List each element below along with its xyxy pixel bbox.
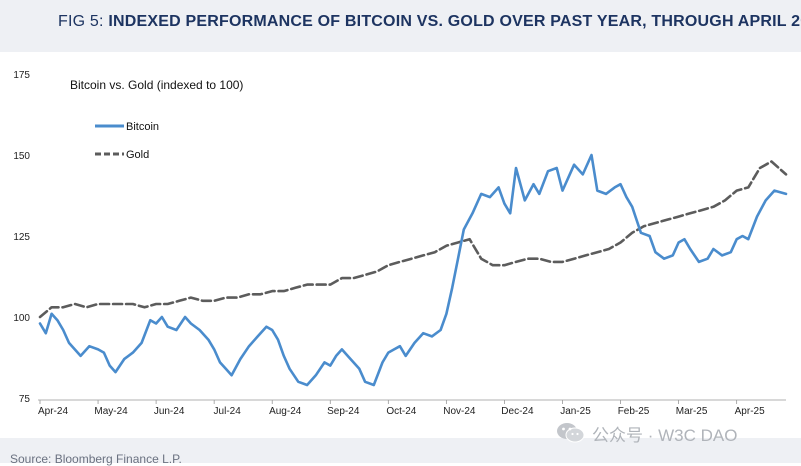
y-tick-label: 175	[13, 70, 30, 81]
x-tick-label: Oct-24	[386, 406, 416, 417]
footer-band	[0, 438, 801, 463]
header-band	[0, 0, 801, 52]
series-line-gold	[38, 160, 788, 319]
x-axis: Apr-24 May-24 Jun-24 Jul-24 Aug-24 Sep-24 Oct-…	[38, 400, 765, 417]
x-tick-label: Apr-25	[735, 406, 765, 417]
x-tick-label: Jan-25	[560, 406, 591, 417]
figure-number: FIG 5:	[58, 13, 104, 30]
x-tick-label: Feb-25	[618, 406, 650, 417]
figure-title-text: INDEXED PERFORMANCE OF BITCOIN VS. GOLD …	[108, 13, 801, 30]
x-tick-label: Aug-24	[269, 406, 302, 417]
watermark-text: 公众号 · W3C DAO	[592, 425, 738, 445]
y-tick-label: 100	[13, 313, 30, 324]
x-tick-label: Mar-25	[676, 406, 708, 417]
x-tick-label: Nov-24	[443, 406, 476, 417]
legend-label-bitcoin: Bitcoin	[126, 121, 159, 133]
series-layer	[38, 153, 788, 387]
series-line-bitcoin	[38, 153, 788, 387]
x-tick-label: Jul-24	[214, 406, 242, 417]
x-tick-label: May-24	[94, 406, 128, 417]
x-tick-label: Sep-24	[327, 406, 360, 417]
y-tick-label: 150	[13, 151, 30, 162]
source-note: Source: Bloomberg Finance L.P.	[10, 452, 182, 466]
chart-title: Bitcoin vs. Gold (indexed to 100)	[70, 78, 243, 92]
x-tick-label: Jun-24	[154, 406, 185, 417]
figure-title: FIG 5: INDEXED PERFORMANCE OF BITCOIN VS…	[58, 13, 801, 31]
y-axis: 75 100 125 150 175	[13, 70, 30, 405]
wechat-icon	[557, 423, 585, 443]
legend: Bitcoin Gold	[95, 121, 159, 161]
x-tick-label: Apr-24	[38, 406, 68, 417]
y-tick-label: 75	[19, 394, 31, 405]
x-tick-label: Dec-24	[501, 406, 534, 417]
watermark: 公众号 · W3C DAO	[556, 420, 737, 446]
legend-label-gold: Gold	[126, 149, 149, 161]
y-tick-label: 125	[13, 232, 30, 243]
